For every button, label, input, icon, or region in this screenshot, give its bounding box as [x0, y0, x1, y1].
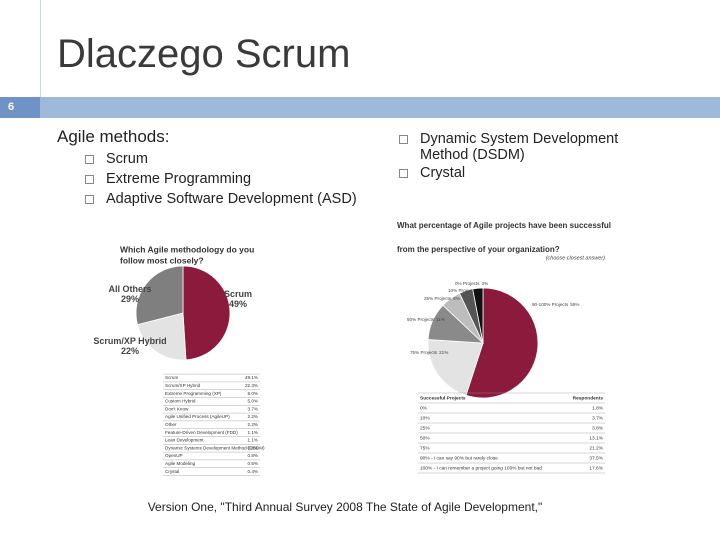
slice-name: All Others: [108, 284, 151, 294]
list-item: Scrum: [85, 151, 357, 167]
slide-number: 6: [0, 97, 40, 118]
table-cell: Successful Projects: [420, 395, 466, 401]
title-bar: [40, 97, 720, 118]
slice-value: 3%: [482, 281, 489, 286]
slice-label: All Others 29%: [108, 284, 151, 304]
table-cell: 75%: [420, 445, 430, 451]
table-cell: 0.5%: [248, 461, 258, 466]
slice-value: 21%: [439, 350, 448, 355]
table-cell: 90% - I can say 90% but rarely close: [420, 455, 498, 461]
slice-name: 10% Projects: [448, 288, 476, 293]
caption: Version One, "Third Annual Survey 2008 T…: [147, 500, 543, 514]
slice-name: 90-100% Projects: [532, 302, 569, 307]
slice-value: 11%: [436, 317, 445, 322]
slice-label: 0% Projects 3%: [455, 281, 488, 286]
table-cell: 3.7%: [248, 406, 258, 411]
table-cell: Agile Modeling: [165, 461, 196, 466]
table-cell: Don't Know: [165, 406, 189, 411]
pie-slice: [182, 265, 231, 361]
table-cell: Scrum/XP Hybrid: [165, 383, 201, 388]
table-cell: Respondents: [573, 395, 604, 401]
table-cell: 100% - I can remember a project going 10…: [420, 465, 542, 471]
table-cell: 17.6%: [589, 465, 603, 471]
table-cell: 21.2%: [589, 445, 603, 451]
slice-label: 50% Projects 11%: [407, 317, 445, 322]
figure-title: from the perspective of your organizatio…: [397, 245, 560, 254]
table-cell: 2.2%: [248, 422, 258, 427]
table-cell: 0.8%: [248, 445, 258, 450]
slice-value: 22%: [121, 346, 139, 356]
slice-value: 6%: [453, 296, 460, 301]
slide-title: Dlaczego Scrum: [57, 32, 351, 76]
table-cell: 1.1%: [248, 438, 258, 443]
list-item: Extreme Programming: [85, 171, 357, 187]
pie-slice: [427, 339, 484, 396]
accent-line: [40, 0, 41, 97]
slice-name: 25% Projects: [424, 296, 452, 301]
table-cell: Crystal: [165, 469, 179, 474]
table-cell: Lean Development: [165, 438, 204, 443]
slice-label: 75% Projects 21%: [410, 350, 448, 355]
table-cell: Scrum: [165, 375, 178, 380]
table-cell: 13.1%: [589, 435, 603, 441]
table-cell: 0%: [420, 405, 428, 411]
table-cell: Other: [165, 422, 177, 427]
table-cell: 50%: [420, 435, 430, 441]
table-cell: 3.8%: [592, 425, 604, 431]
list-item: Adaptive Software Development (ASD): [85, 191, 357, 207]
table-cell: 22.3%: [245, 383, 258, 388]
table-cell: Agile Unified Process (AgileUP): [165, 414, 230, 419]
figure-note: (choose closest answer): [546, 255, 605, 261]
table-cell: 3.7%: [592, 415, 604, 421]
table-cell: Feature-Driven Development (FDD): [165, 430, 238, 435]
table-cell: 10%: [420, 415, 430, 421]
table-cell: 1.8%: [592, 405, 604, 411]
slice-label: Scrum/XP Hybrid 22%: [93, 336, 166, 356]
slice-value: 55%: [570, 302, 579, 307]
slice-value: 49%: [229, 299, 247, 309]
figure-title: follow most closely?: [120, 255, 204, 265]
table-cell: Extreme Programming (XP): [165, 391, 222, 396]
slice-name: 50% Projects: [407, 317, 435, 322]
slice-value: 29%: [121, 294, 139, 304]
table-cell: 0.4%: [248, 469, 258, 474]
slice-name: 0% Projects: [455, 281, 480, 286]
table-cell: 37.5%: [589, 455, 603, 461]
list-heading: Agile methods:: [57, 127, 170, 146]
table-cell: 49.1%: [245, 375, 258, 380]
left-list: Scrum Extreme Programming Adaptive Softw…: [85, 151, 357, 207]
table-cell: Custom Hybrid: [165, 399, 196, 404]
table-cell: 5.0%: [248, 399, 258, 404]
table-cell: 0.8%: [248, 453, 258, 458]
table-cell: 1.1%: [248, 430, 258, 435]
table-cell: 25%: [420, 425, 430, 431]
figure-title: What percentage of Agile projects have b…: [397, 221, 611, 230]
slice-name: 75% Projects: [410, 350, 438, 355]
list-item: Crystal: [399, 165, 689, 181]
table-cell: Dynamic Systems Development Method (DSDM…: [165, 445, 265, 450]
slice-label: 25% Projects 6%: [424, 296, 460, 301]
table-cell: OpenUP: [165, 453, 183, 458]
table-cell: 2.2%: [248, 414, 258, 419]
pie-slice: [136, 312, 187, 361]
list-item: Dynamic System Development Method (DSDM): [399, 131, 670, 163]
slice-label: Scrum 49%: [224, 289, 252, 309]
slice-label: 90-100% Projects 55%: [532, 302, 579, 307]
table-cell: 8.0%: [248, 391, 258, 396]
right-list: Dynamic System Development Method (DSDM)…: [399, 131, 689, 181]
figure-title: Which Agile methodology do you: [120, 244, 254, 254]
pie-slice: [135, 265, 184, 326]
pie-slice: [472, 287, 484, 344]
slice-name: Scrum/XP Hybrid: [93, 336, 166, 346]
slice-name: Scrum: [224, 289, 252, 299]
pie-slice: [465, 287, 539, 399]
